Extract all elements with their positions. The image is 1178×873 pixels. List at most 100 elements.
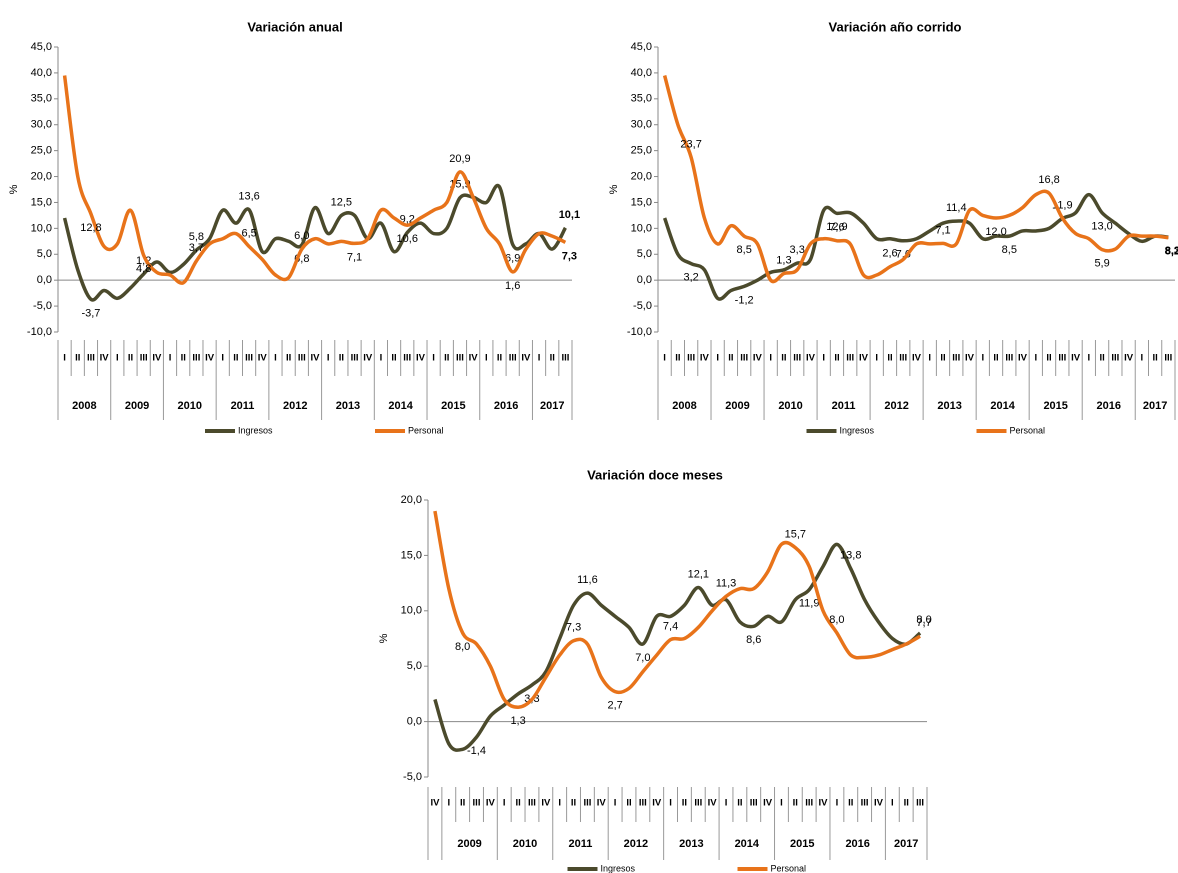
y-tick-label: 10,0 (401, 605, 422, 617)
data-label: 11,3 (716, 577, 737, 589)
x-tick-label: II (848, 798, 853, 809)
data-label: 3,3 (790, 244, 805, 256)
x-tick-label: II (626, 798, 631, 809)
data-label: 7,4 (663, 621, 678, 633)
year-label: 2016 (1096, 400, 1120, 412)
x-tick-label: II (940, 353, 945, 364)
data-label: 5,8 (189, 231, 204, 243)
data-label: 12,9 (826, 221, 847, 233)
x-tick-label: II (460, 798, 465, 809)
x-tick-label: IV (416, 353, 426, 364)
x-tick-label: III (805, 798, 813, 809)
x-tick-label: IV (708, 798, 718, 809)
data-label: 8,6 (746, 634, 761, 646)
data-label: 4,8 (136, 263, 151, 275)
data-label: 20,9 (449, 153, 470, 165)
data-label: 2,7 (607, 700, 622, 712)
y-tick-label: 30,0 (631, 119, 652, 131)
x-tick-label: II (781, 353, 786, 364)
data-label: 1,3 (776, 254, 791, 266)
x-tick-label: IV (1124, 353, 1134, 364)
line-series (62, 75, 567, 285)
x-tick-label: II (904, 798, 909, 809)
year-label: 2009 (457, 838, 481, 850)
x-tick-label: II (737, 798, 742, 809)
year-label: 2012 (283, 400, 307, 412)
x-tick-label: IV (806, 353, 816, 364)
y-tick-label: 45,0 (31, 41, 52, 53)
x-tick-label: III (473, 798, 481, 809)
x-tick-label: II (181, 353, 186, 364)
x-tick-label: I (447, 798, 450, 809)
data-label: 7,0 (635, 652, 650, 664)
x-tick-label: I (485, 353, 488, 364)
x-tick-label: III (192, 353, 200, 364)
line-series (662, 75, 1169, 284)
x-tick-label: III (87, 353, 95, 364)
data-label: 3,2 (683, 272, 698, 284)
year-label: 2016 (494, 400, 518, 412)
x-tick-label: I (1034, 353, 1037, 364)
x-tick-label: II (793, 798, 798, 809)
x-tick-label: II (682, 798, 687, 809)
x-tick-label: IV (652, 798, 662, 809)
data-label: 5,9 (1094, 258, 1109, 270)
y-tick-label: 35,0 (31, 93, 52, 105)
year-label: 2011 (569, 838, 593, 850)
x-tick-label: I (769, 353, 772, 364)
line-series (433, 542, 922, 752)
data-label: 10,6 (397, 233, 418, 245)
year-label: 2009 (725, 400, 749, 412)
data-label: 8,5 (1002, 244, 1017, 256)
x-tick-label: IV (541, 798, 551, 809)
data-label: 1,6 (505, 280, 520, 292)
x-tick-label: I (432, 353, 435, 364)
y-tick-label: 25,0 (631, 145, 652, 157)
y-tick-label: 20,0 (401, 494, 422, 506)
x-tick-label: II (675, 353, 680, 364)
x-tick-label: IV (363, 353, 373, 364)
x-tick-label: II (834, 353, 839, 364)
y-tick-label: 5,0 (637, 248, 652, 260)
x-tick-label: I (274, 353, 277, 364)
x-tick-label: III (456, 353, 464, 364)
data-label: 12,5 (331, 196, 352, 208)
data-label: 11,6 (577, 574, 598, 586)
year-label: 2012 (624, 838, 648, 850)
x-tick-label: IV (753, 353, 763, 364)
data-label: 16,8 (1038, 174, 1059, 186)
x-tick-label: II (1099, 353, 1104, 364)
x-tick-label: III (740, 353, 748, 364)
x-tick-label: IV (311, 353, 321, 364)
y-tick-label: 15,0 (631, 196, 652, 208)
year-label: 2017 (540, 400, 564, 412)
data-label: 11,4 (946, 202, 967, 214)
legend-label: Ingresos (601, 863, 636, 873)
x-tick-label: I (725, 798, 728, 809)
data-label: 7,3 (566, 622, 581, 634)
x-tick-label: I (822, 353, 825, 364)
x-tick-label: I (669, 798, 672, 809)
y-tick-label: 10,0 (631, 222, 652, 234)
line-series (433, 510, 921, 709)
x-tick-label: II (391, 353, 396, 364)
x-tick-label: IV (819, 798, 829, 809)
x-tick-label: IV (859, 353, 869, 364)
x-tick-label: I (169, 353, 172, 364)
x-tick-label: I (875, 353, 878, 364)
x-tick-label: II (1152, 353, 1157, 364)
y-tick-label: 15,0 (401, 549, 422, 561)
legend-label: Personal (1010, 425, 1046, 435)
x-tick-label: IV (700, 353, 710, 364)
x-tick-label: I (221, 353, 224, 364)
y-axis-label: % (8, 184, 20, 194)
x-tick-label: III (403, 353, 411, 364)
x-tick-label: IV (430, 798, 440, 809)
year-label: 2008 (672, 400, 696, 412)
data-label: -1,2 (735, 294, 754, 306)
x-tick-label: IV (205, 353, 215, 364)
x-tick-label: IV (469, 353, 479, 364)
year-label: 2015 (441, 400, 465, 412)
year-label: 2013 (679, 838, 703, 850)
data-label: 11,9 (799, 598, 820, 610)
